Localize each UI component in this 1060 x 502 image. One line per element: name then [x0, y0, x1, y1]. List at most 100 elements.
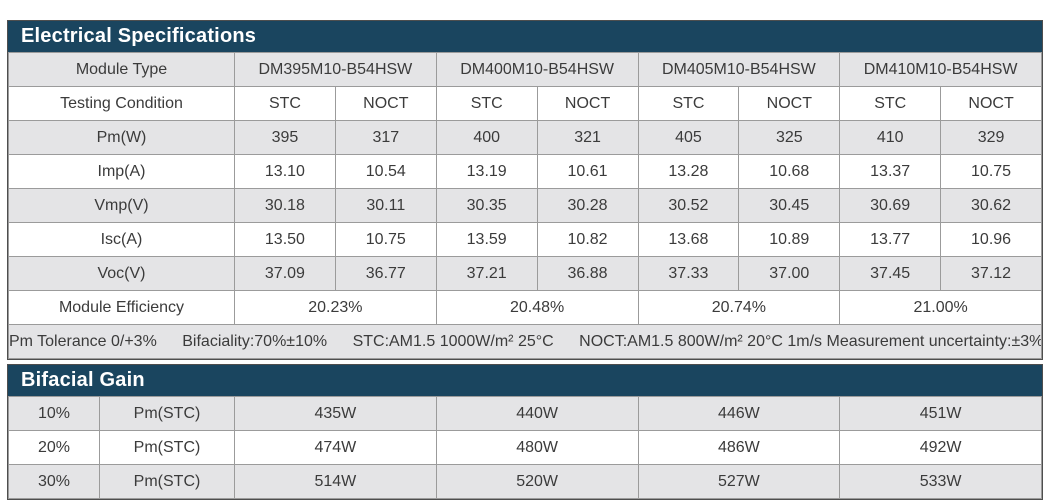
- row-label: Imp(A): [8, 154, 235, 189]
- spec-value-cell: 30.62: [940, 188, 1042, 223]
- gain-value-cell: 474W: [234, 430, 437, 465]
- footnote-stc-condition: STC:AM1.5 1000W/m² 25°C: [352, 332, 554, 350]
- row-label: Module Efficiency: [8, 290, 235, 325]
- gain-value-cell: 486W: [637, 430, 841, 465]
- spec-value-cell: 37.45: [839, 256, 942, 291]
- spec-value-cell: 405: [637, 120, 740, 155]
- spec-value-cell: 13.68: [637, 222, 740, 257]
- bifacial-gain-section: Bifacial Gain 10% Pm(STC) 435W 440W 446W…: [7, 364, 1043, 500]
- vmp-row: Vmp(V) 30.18 30.11 30.35 30.28 30.52 30.…: [8, 188, 1042, 223]
- electrical-specifications-table: Module Type DM395M10-B54HSW DM400M10-B54…: [8, 52, 1042, 359]
- efficiency-value-cell: 21.00%: [839, 290, 1042, 325]
- bifacial-gain-title: Bifacial Gain: [21, 369, 145, 391]
- electrical-specifications-title-bar: Electrical Specifications: [8, 21, 1042, 52]
- spec-value-cell: 37.09: [234, 256, 336, 291]
- spec-value-cell: 30.28: [536, 188, 639, 223]
- module-type-cell: DM400M10-B54HSW: [435, 52, 639, 87]
- gain-value-cell: 492W: [839, 430, 1042, 465]
- gain-label-cell: Pm(STC): [99, 464, 235, 499]
- footnote-bifaciality: Bifaciality:70%±10%: [182, 332, 328, 350]
- module-type-cell: DM395M10-B54HSW: [234, 52, 437, 87]
- spec-value-cell: 395: [234, 120, 336, 155]
- condition-cell: NOCT: [536, 86, 639, 121]
- spec-value-cell: 325: [738, 120, 841, 155]
- spec-value-cell: 13.59: [435, 222, 538, 257]
- condition-cell: STC: [234, 86, 336, 121]
- efficiency-value-cell: 20.23%: [234, 290, 437, 325]
- spec-value-cell: 13.37: [839, 154, 942, 189]
- spec-value-cell: 10.89: [738, 222, 841, 257]
- gain-value-cell: 451W: [839, 396, 1042, 431]
- spec-value-cell: 410: [839, 120, 942, 155]
- spec-value-cell: 317: [334, 120, 437, 155]
- spec-value-cell: 30.35: [435, 188, 538, 223]
- spec-value-cell: 36.88: [536, 256, 639, 291]
- bifacial-gain-table: 10% Pm(STC) 435W 440W 446W 451W 20% Pm(S…: [8, 396, 1042, 499]
- spec-value-cell: 30.18: [234, 188, 336, 223]
- condition-cell: NOCT: [940, 86, 1042, 121]
- module-efficiency-row: Module Efficiency 20.23% 20.48% 20.74% 2…: [8, 290, 1042, 325]
- spec-value-cell: 36.77: [334, 256, 437, 291]
- spec-value-cell: 10.75: [940, 154, 1042, 189]
- module-type-cell: DM405M10-B54HSW: [637, 52, 841, 87]
- testing-condition-header: Testing Condition: [8, 86, 235, 121]
- spec-value-cell: 30.52: [637, 188, 740, 223]
- spec-value-cell: 30.69: [839, 188, 942, 223]
- efficiency-value-cell: 20.48%: [435, 290, 639, 325]
- voc-row: Voc(V) 37.09 36.77 37.21 36.88 37.33 37.…: [8, 256, 1042, 291]
- spec-value-cell: 37.21: [435, 256, 538, 291]
- pm-row: Pm(W) 395 317 400 321 405 325 410 329: [8, 120, 1042, 155]
- gain-value-cell: 533W: [839, 464, 1042, 499]
- module-type-row: Module Type DM395M10-B54HSW DM400M10-B54…: [8, 52, 1042, 87]
- gain-label-cell: Pm(STC): [99, 430, 235, 465]
- spec-value-cell: 10.61: [536, 154, 639, 189]
- spec-value-cell: 13.50: [234, 222, 336, 257]
- condition-cell: STC: [637, 86, 740, 121]
- spec-value-cell: 13.28: [637, 154, 740, 189]
- condition-cell: STC: [435, 86, 538, 121]
- spec-value-cell: 37.12: [940, 256, 1042, 291]
- spec-value-cell: 13.19: [435, 154, 538, 189]
- gain-label-cell: Pm(STC): [99, 396, 235, 431]
- efficiency-value-cell: 20.74%: [637, 290, 841, 325]
- electrical-specifications-section: Electrical Specifications Module Type DM…: [7, 20, 1043, 360]
- gain-value-cell: 440W: [435, 396, 639, 431]
- row-label: Pm(W): [8, 120, 235, 155]
- gain-value-cell: 514W: [234, 464, 437, 499]
- bifacial-row-10: 10% Pm(STC) 435W 440W 446W 451W: [8, 396, 1042, 431]
- spec-value-cell: 10.82: [536, 222, 639, 257]
- spec-value-cell: 37.33: [637, 256, 740, 291]
- spec-value-cell: 13.77: [839, 222, 942, 257]
- footnote-row: Pm Tolerance 0/+3% Bifaciality:70%±10% S…: [8, 324, 1042, 359]
- spec-value-cell: 400: [435, 120, 538, 155]
- footnote-cell: Pm Tolerance 0/+3% Bifaciality:70%±10% S…: [8, 324, 1042, 359]
- gain-value-cell: 435W: [234, 396, 437, 431]
- gain-value-cell: 446W: [637, 396, 841, 431]
- footnote-pm-tolerance: Pm Tolerance 0/+3%: [9, 332, 157, 350]
- module-type-cell: DM410M10-B54HSW: [839, 52, 1042, 87]
- spec-value-cell: 10.54: [334, 154, 437, 189]
- footnote-noct-condition: NOCT:AM1.5 800W/m² 20°C 1m/s Measurement…: [579, 332, 1042, 350]
- condition-cell: NOCT: [738, 86, 841, 121]
- row-label: Voc(V): [8, 256, 235, 291]
- imp-row: Imp(A) 13.10 10.54 13.19 10.61 13.28 10.…: [8, 154, 1042, 189]
- module-type-header: Module Type: [8, 52, 235, 87]
- spec-value-cell: 10.68: [738, 154, 841, 189]
- spec-value-cell: 13.10: [234, 154, 336, 189]
- gain-value-cell: 527W: [637, 464, 841, 499]
- spec-value-cell: 10.96: [940, 222, 1042, 257]
- row-label: Isc(A): [8, 222, 235, 257]
- bifacial-gain-title-bar: Bifacial Gain: [8, 365, 1042, 396]
- isc-row: Isc(A) 13.50 10.75 13.59 10.82 13.68 10.…: [8, 222, 1042, 257]
- spec-value-cell: 329: [940, 120, 1042, 155]
- bifacial-row-20: 20% Pm(STC) 474W 480W 486W 492W: [8, 430, 1042, 465]
- gain-value-cell: 520W: [435, 464, 639, 499]
- row-label: Vmp(V): [8, 188, 235, 223]
- spec-value-cell: 30.45: [738, 188, 841, 223]
- bifacial-row-30: 30% Pm(STC) 514W 520W 527W 533W: [8, 464, 1042, 499]
- electrical-specifications-title: Electrical Specifications: [21, 25, 257, 47]
- testing-condition-row: Testing Condition STC NOCT STC NOCT STC …: [8, 86, 1042, 121]
- condition-cell: STC: [839, 86, 942, 121]
- gain-percent-cell: 20%: [8, 430, 100, 465]
